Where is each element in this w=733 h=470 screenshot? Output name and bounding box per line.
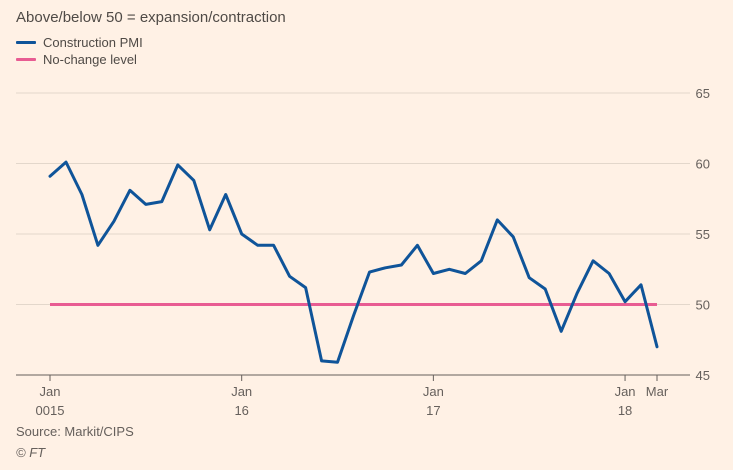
x-tick-label-3: Jan — [615, 384, 636, 399]
x-tick-year-3: 18 — [618, 403, 632, 418]
legend-swatch-construction-pmi — [16, 41, 36, 44]
legend-label-no-change-level: No-change level — [43, 52, 137, 67]
ft-brand: © FT — [16, 445, 46, 460]
x-tick-label-1: Jan — [231, 384, 252, 399]
chart-subtitle: Above/below 50 = expansion/contraction — [16, 9, 286, 26]
y-tick-label-60: 60 — [696, 157, 710, 172]
x-tick-year-2: 17 — [426, 403, 440, 418]
legend-item-no-change-level: No-change level — [16, 51, 143, 68]
y-tick-label-65: 65 — [696, 86, 710, 101]
x-tick-label-4: Mar — [646, 384, 669, 399]
gridlines — [16, 92, 690, 376]
x-tick-year-0: 0015 — [36, 403, 65, 418]
series-line-construction-pmi — [48, 160, 659, 364]
legend-label-construction-pmi: Construction PMI — [43, 35, 143, 50]
series-lines — [48, 160, 659, 364]
legend-swatch-no-change-level — [16, 58, 36, 61]
source-note: Source: Markit/CIPS — [16, 424, 134, 439]
y-tick-label-45: 45 — [696, 368, 710, 383]
y-axis-ticks: 45 50 55 60 65 — [696, 86, 710, 383]
x-tick-label-2: Jan — [423, 384, 444, 399]
x-axis-ticks: Jan 0015 Jan 16 Jan 17 Jan 18 Mar — [36, 375, 669, 418]
legend: Construction PMI No-change level — [16, 34, 143, 68]
y-tick-label-50: 50 — [696, 298, 710, 313]
legend-item-construction-pmi: Construction PMI — [16, 34, 143, 51]
y-tick-label-55: 55 — [696, 227, 710, 242]
x-tick-label-0: Jan — [40, 384, 61, 399]
x-tick-year-1: 16 — [234, 403, 248, 418]
